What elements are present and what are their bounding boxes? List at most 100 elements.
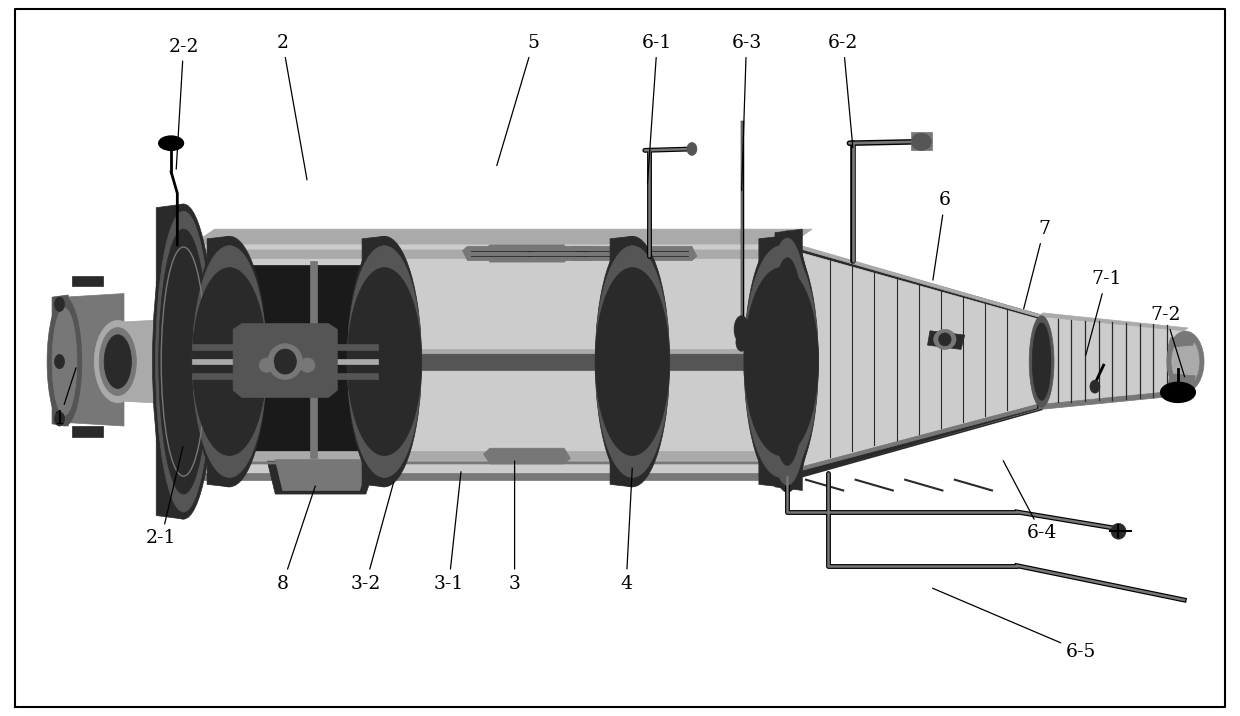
Ellipse shape bbox=[55, 412, 64, 426]
Ellipse shape bbox=[764, 238, 811, 485]
Ellipse shape bbox=[192, 236, 267, 487]
Polygon shape bbox=[188, 451, 779, 460]
Ellipse shape bbox=[347, 236, 422, 487]
Text: 2: 2 bbox=[277, 34, 308, 180]
Ellipse shape bbox=[274, 349, 296, 374]
Polygon shape bbox=[790, 243, 1042, 480]
Ellipse shape bbox=[347, 268, 422, 455]
Ellipse shape bbox=[744, 236, 818, 487]
Ellipse shape bbox=[300, 358, 315, 372]
Polygon shape bbox=[484, 245, 570, 262]
Polygon shape bbox=[60, 349, 1090, 354]
Ellipse shape bbox=[259, 358, 274, 372]
Polygon shape bbox=[1039, 313, 1188, 331]
Polygon shape bbox=[568, 246, 647, 261]
Text: 6-4: 6-4 bbox=[1003, 460, 1056, 543]
Text: 3-2: 3-2 bbox=[351, 483, 393, 593]
Ellipse shape bbox=[347, 246, 422, 478]
Polygon shape bbox=[362, 236, 384, 487]
Ellipse shape bbox=[1032, 323, 1050, 400]
Polygon shape bbox=[186, 265, 384, 458]
Ellipse shape bbox=[55, 297, 64, 311]
Text: 4: 4 bbox=[620, 468, 632, 593]
Ellipse shape bbox=[1111, 523, 1126, 539]
Text: 6-3: 6-3 bbox=[732, 34, 761, 190]
Polygon shape bbox=[484, 448, 570, 464]
Text: 6-1: 6-1 bbox=[642, 34, 672, 183]
Ellipse shape bbox=[94, 321, 141, 402]
Ellipse shape bbox=[99, 328, 136, 395]
Polygon shape bbox=[118, 319, 186, 405]
Ellipse shape bbox=[769, 258, 806, 465]
Ellipse shape bbox=[744, 246, 818, 478]
Text: 3-1: 3-1 bbox=[434, 472, 464, 593]
Polygon shape bbox=[463, 246, 542, 261]
Polygon shape bbox=[610, 236, 632, 487]
Ellipse shape bbox=[52, 308, 77, 415]
Polygon shape bbox=[759, 236, 781, 487]
Ellipse shape bbox=[192, 246, 267, 478]
Polygon shape bbox=[188, 249, 779, 258]
Text: 3: 3 bbox=[508, 461, 521, 593]
Ellipse shape bbox=[104, 335, 131, 389]
Ellipse shape bbox=[934, 329, 956, 349]
Ellipse shape bbox=[1090, 380, 1100, 393]
Text: 7: 7 bbox=[1024, 220, 1050, 309]
Polygon shape bbox=[192, 359, 378, 364]
Text: 5: 5 bbox=[497, 34, 539, 165]
Ellipse shape bbox=[268, 344, 303, 379]
Ellipse shape bbox=[155, 211, 211, 512]
Polygon shape bbox=[184, 251, 781, 473]
Text: 8: 8 bbox=[277, 486, 315, 593]
Ellipse shape bbox=[595, 268, 670, 455]
Polygon shape bbox=[1039, 316, 1184, 405]
Polygon shape bbox=[928, 331, 965, 349]
Polygon shape bbox=[52, 295, 68, 426]
Ellipse shape bbox=[744, 268, 818, 455]
Polygon shape bbox=[184, 229, 812, 251]
Ellipse shape bbox=[734, 316, 749, 343]
Polygon shape bbox=[1168, 374, 1195, 385]
Ellipse shape bbox=[687, 142, 697, 155]
Polygon shape bbox=[72, 426, 103, 437]
Ellipse shape bbox=[911, 133, 931, 150]
Ellipse shape bbox=[159, 229, 208, 494]
Polygon shape bbox=[207, 236, 229, 487]
Polygon shape bbox=[275, 460, 370, 490]
Ellipse shape bbox=[192, 268, 267, 455]
Ellipse shape bbox=[595, 236, 670, 487]
Polygon shape bbox=[794, 243, 1042, 317]
Ellipse shape bbox=[1167, 331, 1204, 392]
Text: 2-1: 2-1 bbox=[146, 447, 182, 548]
Text: 2-2: 2-2 bbox=[169, 37, 198, 169]
Text: 7-1: 7-1 bbox=[1086, 270, 1121, 355]
Ellipse shape bbox=[1172, 337, 1199, 386]
Polygon shape bbox=[267, 458, 378, 494]
Polygon shape bbox=[1168, 337, 1195, 347]
Polygon shape bbox=[156, 204, 184, 519]
Polygon shape bbox=[775, 229, 802, 490]
Polygon shape bbox=[310, 261, 317, 458]
Text: 6-2: 6-2 bbox=[828, 34, 858, 147]
Polygon shape bbox=[192, 373, 378, 379]
Ellipse shape bbox=[55, 354, 64, 369]
Circle shape bbox=[159, 136, 184, 150]
Polygon shape bbox=[72, 276, 103, 286]
Polygon shape bbox=[911, 132, 932, 150]
Polygon shape bbox=[64, 294, 124, 426]
Polygon shape bbox=[1039, 390, 1184, 410]
Text: 7-2: 7-2 bbox=[1151, 306, 1184, 377]
Polygon shape bbox=[188, 462, 781, 464]
Text: 6-5: 6-5 bbox=[932, 589, 1096, 661]
Polygon shape bbox=[618, 246, 697, 261]
Polygon shape bbox=[188, 245, 785, 249]
Ellipse shape bbox=[1029, 316, 1054, 407]
Ellipse shape bbox=[47, 297, 82, 426]
Polygon shape bbox=[192, 344, 378, 350]
Polygon shape bbox=[518, 246, 598, 261]
Ellipse shape bbox=[761, 231, 813, 493]
Circle shape bbox=[1161, 382, 1195, 402]
Polygon shape bbox=[60, 352, 1085, 370]
Polygon shape bbox=[794, 405, 1037, 473]
Ellipse shape bbox=[939, 333, 951, 346]
